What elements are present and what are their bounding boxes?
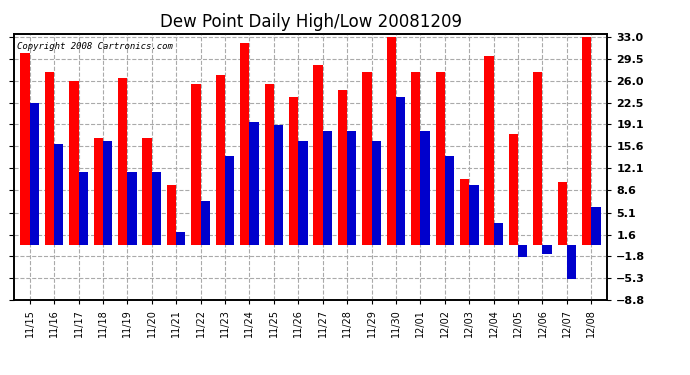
Bar bbox=[323, 131, 332, 244]
Bar bbox=[362, 72, 371, 244]
Bar bbox=[274, 125, 283, 244]
Bar bbox=[289, 97, 298, 244]
Bar bbox=[30, 103, 39, 244]
Bar bbox=[386, 37, 396, 245]
Bar bbox=[460, 178, 469, 244]
Bar bbox=[582, 37, 591, 245]
Bar bbox=[216, 75, 225, 244]
Title: Dew Point Daily High/Low 20081209: Dew Point Daily High/Low 20081209 bbox=[159, 13, 462, 31]
Bar bbox=[240, 43, 250, 244]
Bar bbox=[396, 97, 405, 244]
Bar bbox=[118, 78, 128, 245]
Bar bbox=[54, 144, 63, 244]
Bar bbox=[591, 207, 600, 245]
Bar bbox=[143, 138, 152, 244]
Bar bbox=[225, 156, 235, 244]
Bar bbox=[558, 182, 567, 244]
Bar bbox=[484, 56, 493, 244]
Bar bbox=[45, 72, 54, 244]
Bar bbox=[518, 244, 527, 257]
Bar bbox=[445, 156, 454, 244]
Bar bbox=[371, 141, 381, 244]
Bar bbox=[264, 84, 274, 245]
Bar bbox=[567, 244, 576, 279]
Bar bbox=[298, 141, 308, 244]
Bar bbox=[435, 72, 445, 244]
Bar bbox=[176, 232, 186, 244]
Bar bbox=[347, 131, 357, 244]
Bar bbox=[313, 65, 323, 244]
Bar bbox=[21, 53, 30, 244]
Bar bbox=[103, 141, 112, 244]
Text: Copyright 2008 Cartronics.com: Copyright 2008 Cartronics.com bbox=[17, 42, 172, 51]
Bar bbox=[128, 172, 137, 244]
Bar bbox=[94, 138, 103, 244]
Bar bbox=[69, 81, 79, 245]
Bar bbox=[509, 135, 518, 244]
Bar bbox=[167, 185, 176, 244]
Bar bbox=[201, 201, 210, 244]
Bar bbox=[493, 223, 503, 245]
Bar bbox=[411, 72, 420, 244]
Bar bbox=[420, 131, 430, 244]
Bar bbox=[250, 122, 259, 244]
Bar bbox=[542, 244, 552, 254]
Bar bbox=[469, 185, 478, 244]
Bar bbox=[152, 172, 161, 244]
Bar bbox=[338, 90, 347, 244]
Bar bbox=[533, 72, 542, 244]
Bar bbox=[79, 172, 88, 244]
Bar bbox=[191, 84, 201, 245]
